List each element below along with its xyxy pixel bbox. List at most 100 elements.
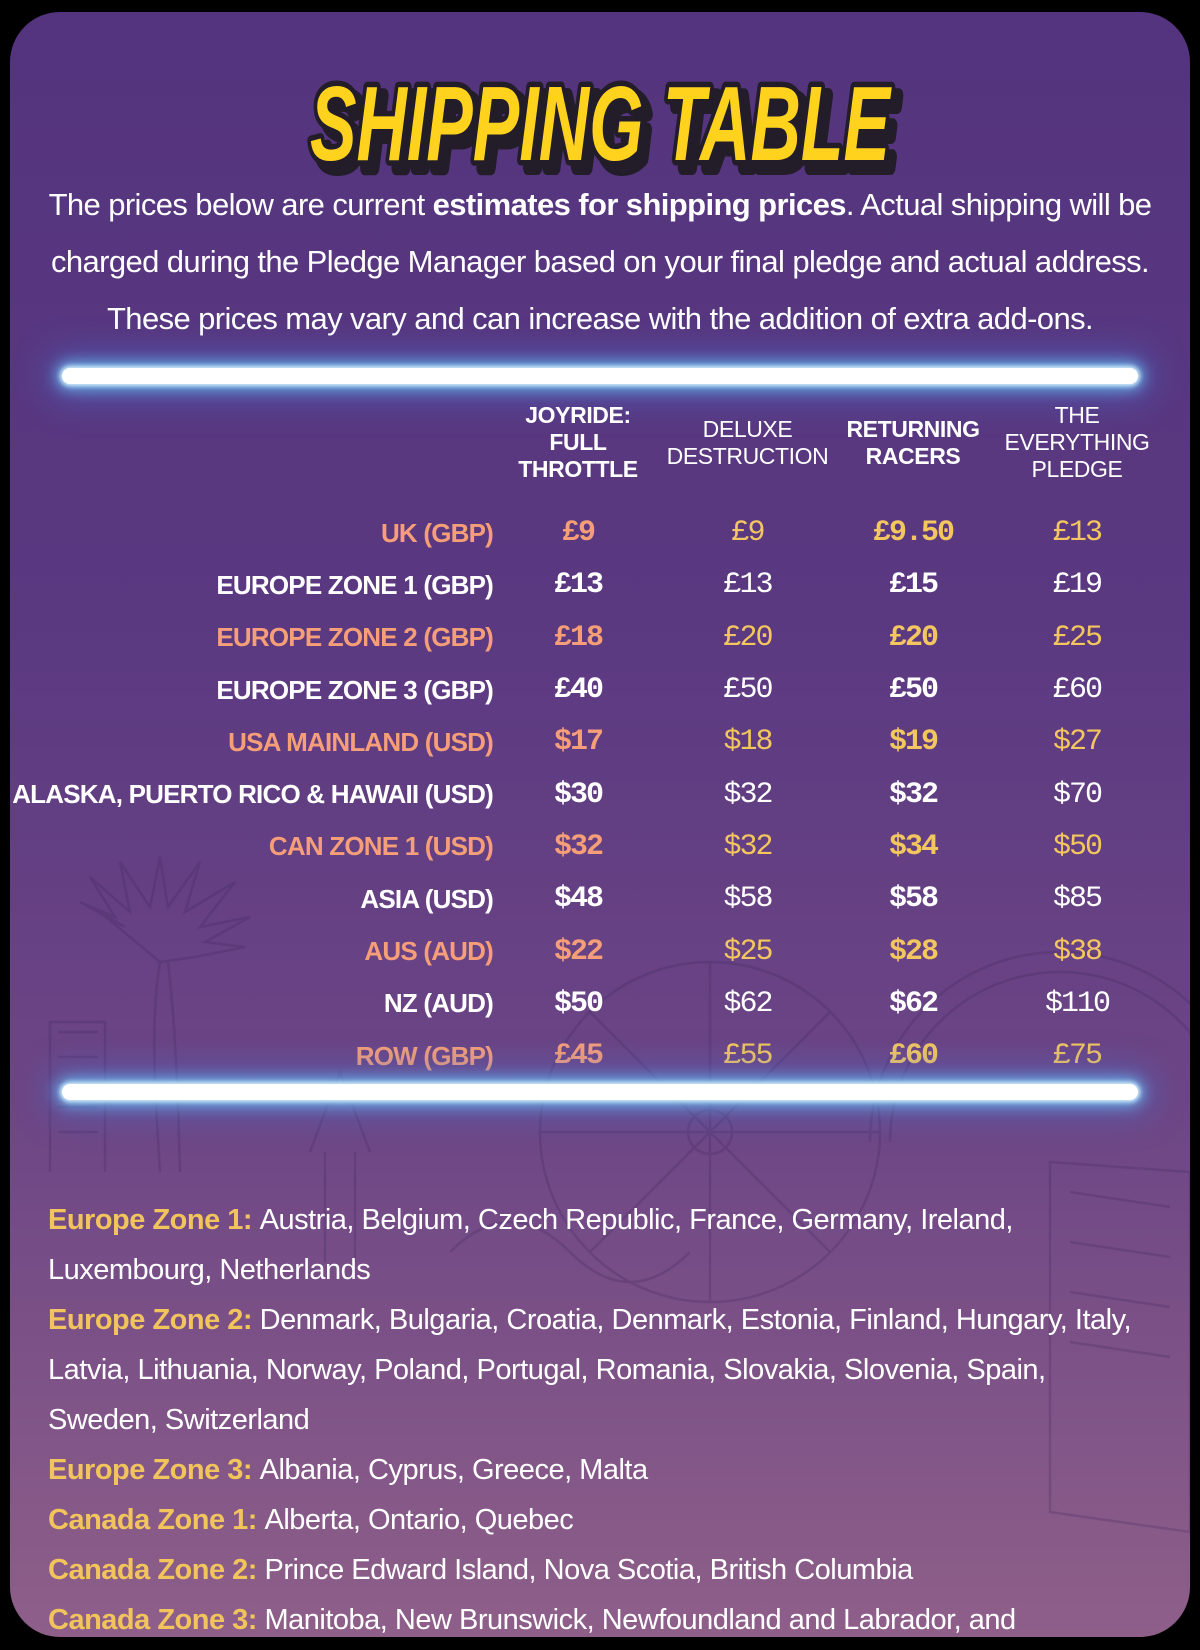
column-header: RETURNING RACERS (846, 415, 980, 469)
price-cell: $32 (723, 777, 773, 812)
price-cell: £18 (553, 620, 604, 655)
neon-divider-bottom (62, 1084, 1138, 1100)
price-cell: £13 (1052, 516, 1103, 551)
zone-text: Prince Edward Island, Nova Scotia, Briti… (264, 1554, 914, 1586)
zone-label: Canada Zone 1: (48, 1504, 265, 1536)
row-label: AUS (AUD) (364, 936, 493, 967)
zone-text: Denmark, Bulgaria, Croatia, Denmark, Est… (48, 1304, 1132, 1436)
page-title-shadow: SHIPPING TABLE (317, 73, 899, 191)
table-header: JOYRIDE: FULL THROTTLE DELUXE DESTRUCTION RE… (30, 402, 1160, 483)
price-cell: $32 (723, 829, 773, 864)
table-row: ROW (GBP) £45 £55 £60 £75 (30, 1030, 1160, 1082)
price-cell: $62 (888, 986, 939, 1021)
price-cell: £20 (888, 620, 939, 655)
zone-list: Europe Zone 1: Austria, Belgium, Czech R… (48, 1195, 1145, 1637)
price-cell: $62 (723, 986, 773, 1021)
shipping-card: SHIPPING TABLE SHIPPING TABLE The prices… (10, 12, 1190, 1637)
table-row: USA ALASKA, PUERTO RICO & HAWAII (USD) $3… (10, 768, 1160, 820)
price-cell: $58 (723, 882, 773, 917)
price-cell: $27 (1052, 725, 1103, 760)
zone-label: Europe Zone 2: (48, 1304, 260, 1336)
price-cell: £25 (1052, 620, 1103, 655)
zone-text: Albania, Cyprus, Greece, Malta (259, 1454, 648, 1486)
price-cell: $32 (888, 777, 939, 812)
column-header: DELUXE DESTRUCTION (666, 415, 829, 469)
zone-line: Europe Zone 1: Austria, Belgium, Czech R… (48, 1195, 1145, 1295)
price-cell: £45 (553, 1039, 604, 1074)
row-label: ROW (GBP) (355, 1040, 494, 1071)
price-cell: $18 (723, 725, 773, 760)
price-cell: $50 (553, 986, 604, 1021)
price-cell: £60 (1052, 673, 1103, 708)
price-cell: £60 (888, 1039, 939, 1074)
table-row: EUROPE ZONE 3 (GBP) £40 £50 £50 £60 (30, 664, 1160, 716)
background-line-art (48, 856, 1190, 1534)
price-cell: £20 (723, 620, 773, 655)
zone-label: Canada Zone 2: (48, 1554, 265, 1586)
price-cell: $50 (1052, 829, 1103, 864)
row-label: CAN ZONE 1 (USD) (268, 831, 494, 862)
table-row: EUROPE ZONE 2 (GBP) £18 £20 £20 £25 (30, 612, 1160, 664)
price-cell: £15 (888, 568, 939, 603)
price-cell: $34 (888, 829, 939, 864)
price-cell: $30 (553, 777, 604, 812)
zone-line: Canada Zone 2: Prince Edward Island, Nov… (48, 1545, 1145, 1595)
zone-text: Manitoba, New Brunswick, Newfoundland an… (264, 1604, 1017, 1636)
zone-label: Europe Zone 3: (48, 1454, 260, 1486)
zone-line: Europe Zone 3: Albania, Cyprus, Greece, … (48, 1445, 1145, 1495)
price-cell: $85 (1052, 882, 1103, 917)
zone-line: Canada Zone 3: Manitoba, New Brunswick, … (48, 1595, 1145, 1637)
row-label: USA ALASKA, PUERTO RICO & HAWAII (USD) (10, 779, 494, 810)
price-cell: £40 (553, 673, 604, 708)
table-row: AUS (AUD) $22 $25 $28 $38 (30, 925, 1160, 977)
page-title: SHIPPING TABLE (310, 65, 892, 183)
price-cell: £19 (1052, 568, 1103, 603)
zone-text: Alberta, Ontario, Quebec (264, 1504, 574, 1536)
row-label: EUROPE ZONE 1 (GBP) (216, 569, 493, 600)
zone-line: Europe Zone 2: Denmark, Bulgaria, Croati… (48, 1295, 1145, 1445)
row-label: USA MAINLAND (USD) (228, 726, 494, 757)
row-label: EUROPE ZONE 3 (GBP) (216, 674, 493, 705)
table-body: UK (GBP) £9 £9 £9.50 £13 EUROPE ZONE 1 (GBP) £… (10, 507, 1160, 1082)
price-cell: £9 (731, 516, 765, 551)
intro-line: charged during the Pledge Manager based … (50, 244, 1150, 279)
intro-line: The prices below are current estimates f… (48, 187, 1152, 222)
intro-paragraph: The prices below are current estimates f… (40, 176, 1160, 347)
table-row: UK (GBP) £9 £9 £9.50 £13 (30, 507, 1160, 559)
price-cell: $70 (1052, 777, 1103, 812)
table-row: EUROPE ZONE 1 (GBP) £13 £13 £15 £19 (30, 559, 1160, 611)
price-cell: £9 (561, 516, 596, 551)
price-cell: $19 (888, 725, 939, 760)
zone-label: Canada Zone 3: (48, 1604, 265, 1636)
price-cell: $38 (1052, 934, 1103, 969)
price-cell: £9.50 (872, 516, 955, 551)
zone-text: Austria, Belgium, Czech Republic, France… (48, 1204, 1013, 1286)
table-row: NZ (AUD) $50 $62 $62 $110 (30, 978, 1160, 1030)
price-cell: £13 (553, 568, 604, 603)
price-cell: £55 (723, 1039, 773, 1074)
row-label: ASIA (USD) (360, 883, 493, 914)
price-cell: $17 (553, 725, 604, 760)
price-cell: $25 (723, 934, 773, 969)
table-row: ASIA (USD) $48 $58 $58 $85 (30, 873, 1160, 925)
column-header: THE EVERYTHING PLEDGE (1004, 402, 1150, 482)
page-title-block: SHIPPING TABLE SHIPPING TABLE (305, 60, 907, 199)
column-header: JOYRIDE: FULL THROTTLE (518, 402, 638, 482)
neon-divider-top (62, 368, 1138, 384)
price-cell: $110 (1044, 986, 1111, 1021)
row-label: EUROPE ZONE 2 (GBP) (216, 622, 493, 653)
row-label: NZ (AUD) (383, 988, 494, 1019)
price-cell: £50 (888, 673, 939, 708)
table-row: USA MAINLAND (USD) $17 $18 $19 $27 (30, 716, 1160, 768)
zone-line: Canada Zone 1: Alberta, Ontario, Quebec (48, 1495, 1145, 1545)
price-cell: £13 (723, 568, 773, 603)
price-cell: £75 (1052, 1039, 1103, 1074)
table-row: CAN ZONE 1 (USD) $32 $32 $34 $50 (30, 821, 1160, 873)
intro-line: These prices may vary and can increase w… (106, 301, 1094, 336)
price-cell: $22 (553, 934, 604, 969)
price-cell: $48 (553, 882, 604, 917)
price-cell: $32 (553, 829, 604, 864)
price-cell: £50 (723, 673, 773, 708)
price-cell: $58 (888, 882, 939, 917)
price-cell: $28 (888, 934, 939, 969)
